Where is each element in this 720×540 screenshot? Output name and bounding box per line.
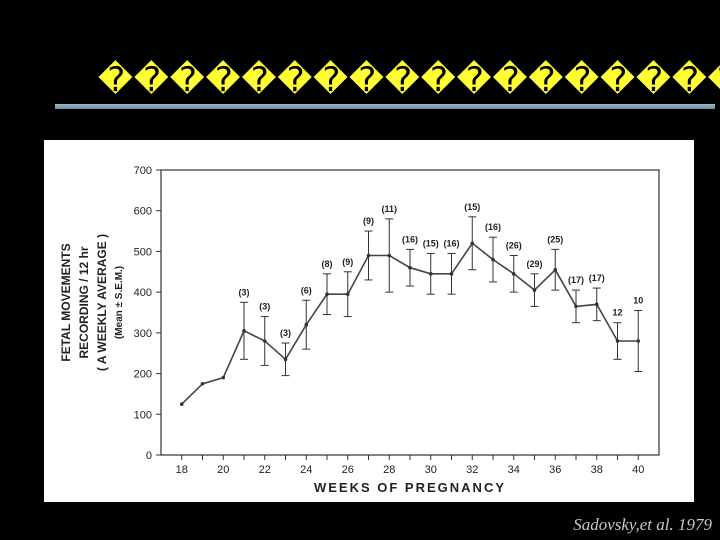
sample-size-label: (8) bbox=[322, 259, 333, 269]
y-tick-label: 0 bbox=[146, 450, 152, 462]
y-axis-title-line: RECORDING / 12 hr bbox=[77, 246, 91, 358]
y-axis-title-line: (Mean ± S.E.M.) bbox=[114, 266, 125, 339]
x-tick-label: 28 bbox=[383, 464, 395, 476]
data-point bbox=[221, 375, 226, 380]
x-tick-label: 18 bbox=[176, 464, 188, 476]
title-underline bbox=[55, 104, 715, 109]
data-point bbox=[200, 381, 205, 386]
sample-size-label: (17) bbox=[589, 273, 605, 283]
sample-size-label: (17) bbox=[568, 275, 584, 285]
chart-axes bbox=[156, 169, 660, 460]
sample-size-label: (16) bbox=[402, 234, 418, 244]
data-point bbox=[262, 339, 267, 343]
data-point bbox=[449, 272, 454, 276]
chart-labels: 0 100 200 300 400 500 600 700 18 20 22 24 26 28 30 32 34… bbox=[59, 165, 644, 495]
sample-size-label: (25) bbox=[547, 234, 563, 244]
chart-marks bbox=[179, 216, 643, 406]
y-tick-label: 100 bbox=[134, 409, 152, 421]
x-tick-label: 22 bbox=[259, 464, 271, 476]
x-tick-label: 36 bbox=[549, 464, 561, 476]
sample-size-label: 10 bbox=[633, 295, 643, 305]
y-tick-label: 700 bbox=[134, 165, 152, 177]
y-axis-title-line: FETAL MOVEMENTS bbox=[59, 243, 73, 361]
data-point bbox=[594, 302, 599, 307]
data-point bbox=[283, 357, 288, 362]
y-axis-title-line: ( A WEEKLY AVERAGE ) bbox=[95, 234, 109, 371]
x-tick-label: 26 bbox=[342, 464, 354, 476]
y-tick-label: 400 bbox=[134, 287, 152, 299]
sample-size-label: (16) bbox=[485, 222, 501, 232]
data-point bbox=[366, 253, 371, 258]
data-point bbox=[636, 339, 641, 343]
data-point bbox=[615, 339, 620, 343]
plot-frame bbox=[160, 169, 660, 456]
x-tick-label: 20 bbox=[217, 464, 229, 476]
data-point bbox=[511, 272, 516, 276]
sample-size-label: (15) bbox=[423, 238, 439, 248]
y-tick-label: 200 bbox=[134, 369, 152, 381]
x-tick-label: 30 bbox=[425, 464, 437, 476]
x-tick-label: 24 bbox=[300, 464, 312, 476]
data-point bbox=[491, 257, 495, 262]
data-point bbox=[408, 265, 412, 270]
data-point bbox=[179, 402, 184, 406]
chart-card: 0 100 200 300 400 500 600 700 18 20 22 24 26 28 30 32 34… bbox=[44, 140, 694, 502]
data-point bbox=[532, 288, 537, 292]
x-axis-title: WEEKS OF PREGNANCY bbox=[314, 480, 506, 495]
y-tick-label: 500 bbox=[134, 246, 152, 258]
x-tick-label: 38 bbox=[591, 464, 603, 476]
data-point bbox=[574, 304, 578, 309]
data-point bbox=[242, 329, 246, 333]
sample-size-label: 12 bbox=[612, 308, 622, 318]
sample-size-label: (9) bbox=[342, 257, 353, 267]
data-point bbox=[345, 292, 350, 296]
sample-size-label: (6) bbox=[301, 285, 312, 295]
sample-size-label: (9) bbox=[363, 216, 374, 226]
sample-size-label: (16) bbox=[443, 238, 459, 248]
slide-title: ����������������������� bbox=[98, 60, 720, 100]
data-point bbox=[470, 241, 475, 246]
sample-size-label: (3) bbox=[280, 328, 291, 338]
data-point bbox=[387, 253, 392, 258]
x-tick-label: 40 bbox=[632, 464, 644, 476]
sample-size-label: (11) bbox=[381, 204, 397, 214]
x-tick-label: 32 bbox=[466, 464, 478, 476]
fetal-movements-chart: 0 100 200 300 400 500 600 700 18 20 22 24 26 28 30 32 34… bbox=[59, 165, 660, 495]
data-point bbox=[428, 272, 433, 276]
citation: Sadovsky,et al. 1979 bbox=[573, 515, 712, 534]
data-point bbox=[304, 322, 309, 327]
sample-size-label: (29) bbox=[526, 259, 542, 269]
sample-size-label: (15) bbox=[464, 202, 480, 212]
data-point bbox=[553, 267, 558, 272]
sample-size-label: (3) bbox=[239, 287, 250, 297]
sample-size-label: (26) bbox=[506, 241, 522, 251]
x-tick-label: 34 bbox=[508, 464, 520, 476]
sample-size-label: (3) bbox=[259, 302, 270, 312]
data-point bbox=[325, 292, 329, 296]
y-tick-label: 300 bbox=[134, 328, 152, 340]
y-tick-label: 600 bbox=[134, 206, 152, 218]
